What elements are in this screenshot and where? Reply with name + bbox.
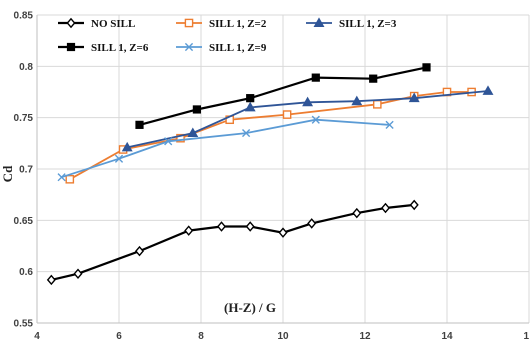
data-point [187,127,199,138]
data-point [176,133,185,143]
data-point [164,137,173,146]
legend-marker [313,17,325,27]
data-point [311,73,320,82]
series-group [46,63,494,286]
data-point [242,128,251,138]
legend: NO SILL SILL 1, Z=2 SILL 1, Z=3 SILL 1, Z=6… [58,17,397,54]
data-point [278,227,288,238]
x-tick-label: 4 [34,331,40,342]
data-point [65,174,75,184]
legend-label: SILL 1, Z=3 [339,18,397,30]
axes [36,15,529,324]
legend-marker [184,18,194,28]
legend-item-sill-1-z-2: SILL 1, Z=2 [176,18,267,30]
series-sill-1-z-9 [57,115,394,182]
tick-labels: 0.55 0.6 0.65 0.7 0.75 0.8 0.85 4 6 8 10 12 14 1 [14,11,530,343]
legend-item-sill-1-z-3: SILL 1, Z=3 [306,17,397,30]
data-point [216,221,227,232]
data-point [46,274,56,286]
legend-label: SILL 1, Z=9 [209,42,267,54]
series-sill-1-z-6 [135,63,431,129]
legend-item-sill-1-z-6: SILL 1, Z=6 [58,42,149,54]
legend-marker [66,17,76,29]
series-line [139,66,427,126]
x-axis-label: (H-Z) / G [224,300,276,315]
y-axis-label: Cd [0,165,15,182]
x-tick-label: 14 [441,331,453,342]
legend-label: NO SILL [91,18,135,30]
data-point [246,94,255,103]
data-point [307,218,317,229]
x-tick-label: 12 [359,331,371,342]
data-point [73,268,83,279]
data-point [302,96,314,107]
data-point [482,85,494,95]
x-tick-label: 1 [523,331,529,342]
legend-item-sill-1-z-9: SILL 1, Z=9 [176,42,267,54]
y-tick-label: 0.8 [19,62,33,73]
y-tick-label: 0.7 [19,165,33,176]
y-tick-label: 0.75 [14,113,34,124]
x-tick-label: 10 [277,331,289,342]
series-sill-1-z-3 [121,85,494,152]
series-line [61,118,390,179]
x-tick-label: 6 [116,331,122,342]
y-tick-label: 0.65 [14,216,34,227]
data-point [114,154,124,163]
legend-marker [184,42,194,52]
data-point [409,199,419,211]
data-point [385,120,394,129]
data-point [408,92,420,103]
legend-label: SILL 1, Z=6 [91,42,149,54]
data-point [57,173,66,182]
y-tick-label: 0.85 [14,11,34,22]
y-tick-label: 0.6 [19,267,33,278]
x-tick-label: 8 [198,331,204,342]
legend-marker [66,42,76,52]
y-tick-label: 0.55 [14,319,34,330]
data-point [282,110,292,119]
data-point [192,105,202,114]
data-point [245,221,255,232]
data-point [244,101,256,112]
data-point [351,95,363,106]
data-point [422,63,431,72]
data-point [134,245,145,257]
legend-label: SILL 1, Z=2 [209,18,267,30]
data-point [135,120,144,129]
series-no-sill [46,199,419,286]
data-point [373,100,382,109]
data-point [121,141,133,152]
data-point [352,207,362,219]
data-point [380,202,391,214]
legend-item-no-sill: NO SILL [58,17,135,30]
data-point [311,115,320,124]
data-point [184,225,194,236]
data-point [369,74,378,83]
